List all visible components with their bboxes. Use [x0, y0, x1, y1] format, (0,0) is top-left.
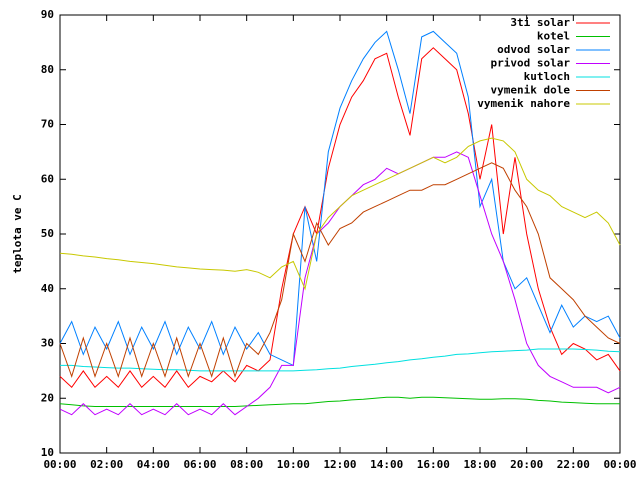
x-tick-label: 12:00: [323, 458, 356, 471]
y-tick-label: 20: [41, 391, 54, 404]
y-tick-label: 70: [41, 118, 54, 131]
y-tick-label: 60: [41, 172, 54, 185]
legend-label: privod solar: [491, 57, 571, 70]
x-tick-label: 02:00: [90, 458, 123, 471]
legend-label: odvod solar: [497, 43, 570, 56]
legend-label: kotel: [537, 30, 570, 43]
x-tick-label: 14:00: [370, 458, 403, 471]
x-tick-label: 10:00: [277, 458, 310, 471]
x-tick-label: 22:00: [557, 458, 590, 471]
y-tick-label: 10: [41, 446, 54, 459]
x-tick-label: 00:00: [603, 458, 636, 471]
series-line: [59, 137, 621, 291]
legend-label: vymenik dole: [491, 84, 571, 97]
x-tick-label: 20:00: [510, 458, 543, 471]
series-line: [59, 396, 620, 407]
y-tick-label: 80: [41, 63, 54, 76]
y-axis-label: teplota ve C: [11, 194, 24, 273]
x-tick-label: 06:00: [183, 458, 216, 471]
series-line: [59, 151, 621, 416]
y-tick-label: 40: [41, 282, 54, 295]
series-line: [59, 162, 621, 379]
series-line: [59, 30, 621, 367]
x-tick-label: 08:00: [230, 458, 263, 471]
legend-label: vymenik nahore: [477, 97, 570, 110]
x-tick-label: 18:00: [463, 458, 496, 471]
legend-label: 3ti solar: [510, 16, 570, 29]
y-tick-label: 90: [41, 8, 54, 21]
x-tick-label: 00:00: [43, 458, 76, 471]
series-line: [60, 348, 621, 372]
x-tick-label: 16:00: [417, 458, 450, 471]
series-line: [59, 47, 621, 389]
legend-label: kutloch: [524, 70, 570, 83]
y-tick-label: 30: [41, 337, 54, 350]
y-tick-label: 50: [41, 227, 54, 240]
x-tick-label: 04:00: [137, 458, 170, 471]
